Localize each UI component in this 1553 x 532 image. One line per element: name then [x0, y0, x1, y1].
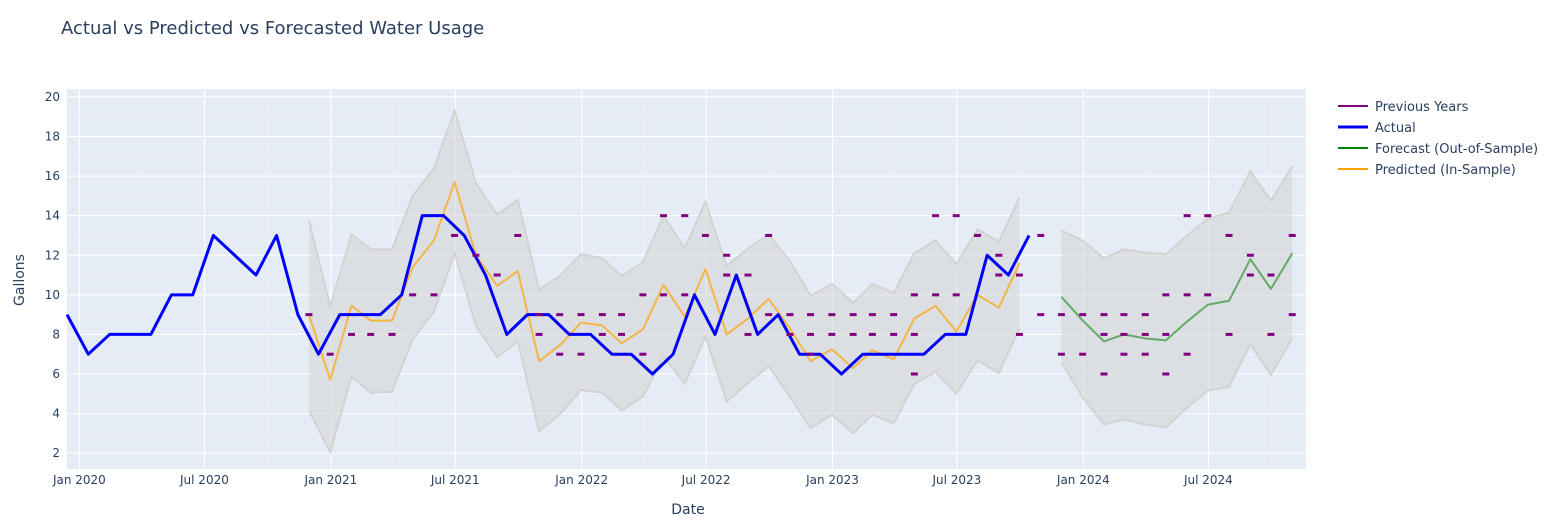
- previous-years-markers: [305, 214, 1296, 376]
- y-tick-label: 2: [52, 446, 60, 460]
- confidence-band: [308, 110, 1020, 453]
- x-tick-label: Jan 2023: [805, 473, 859, 487]
- x-axis-ticks: Jan 2020 Jul 2020 Jan 2021 Jul 2021 Jan 2022…: [52, 473, 1233, 487]
- y-tick-label: 4: [52, 407, 60, 421]
- x-tick-label: Jul 2022: [681, 473, 731, 487]
- forecast-line: [1060, 252, 1294, 343]
- legend-item-forecast[interactable]: Forecast (Out-of-Sample): [1338, 142, 1538, 157]
- x-tick-label: Jan 2020: [52, 473, 106, 487]
- x-tick-label: Jul 2023: [931, 473, 981, 487]
- x-tick-label: Jan 2021: [303, 473, 357, 487]
- legend-label-previous-years: Previous Years: [1375, 100, 1469, 115]
- confidence-bands: [307, 107, 1294, 455]
- y-axis-title: Gallons: [12, 254, 28, 306]
- y-tick-label: 16: [45, 169, 60, 183]
- legend: Previous Years Actual Forecast (Out-of-S…: [1338, 100, 1538, 178]
- series-lines: [65, 181, 1294, 381]
- predicted-line: [307, 181, 1021, 381]
- legend-label-actual: Actual: [1375, 121, 1416, 136]
- x-axis-title: Date: [671, 502, 704, 518]
- y-tick-label: 8: [52, 327, 60, 341]
- x-tick-label: Jul 2024: [1183, 473, 1233, 487]
- y-tick-label: 20: [45, 90, 60, 104]
- x-tick-label: Jul 2020: [179, 473, 229, 487]
- y-axis-ticks: 2 4 6 8 10 12 14 16 18 20: [45, 90, 60, 460]
- y-tick-label: 18: [45, 130, 60, 144]
- y-tick-label: 6: [52, 367, 60, 381]
- actual-line: [65, 214, 1031, 376]
- band-lower-edge: [308, 250, 1021, 455]
- x-tick-label: Jul 2021: [430, 473, 480, 487]
- legend-label-predicted: Predicted (In-Sample): [1375, 163, 1516, 178]
- band-lower-edge: [1060, 337, 1294, 429]
- y-tick-label: 10: [45, 288, 60, 302]
- y-tick-label: 14: [45, 209, 60, 223]
- legend-item-predicted[interactable]: Predicted (In-Sample): [1338, 163, 1516, 178]
- chart-title: Actual vs Predicted vs Forecasted Water …: [61, 18, 484, 39]
- band-upper-edge: [1060, 165, 1294, 260]
- x-tick-label: Jan 2022: [554, 473, 608, 487]
- x-tick-label: Jan 2024: [1056, 473, 1110, 487]
- y-tick-label: 12: [45, 248, 60, 262]
- confidence-band: [1061, 166, 1293, 428]
- legend-item-previous-years[interactable]: Previous Years: [1338, 100, 1469, 115]
- legend-item-actual[interactable]: Actual: [1338, 121, 1416, 136]
- legend-label-forecast: Forecast (Out-of-Sample): [1375, 142, 1538, 157]
